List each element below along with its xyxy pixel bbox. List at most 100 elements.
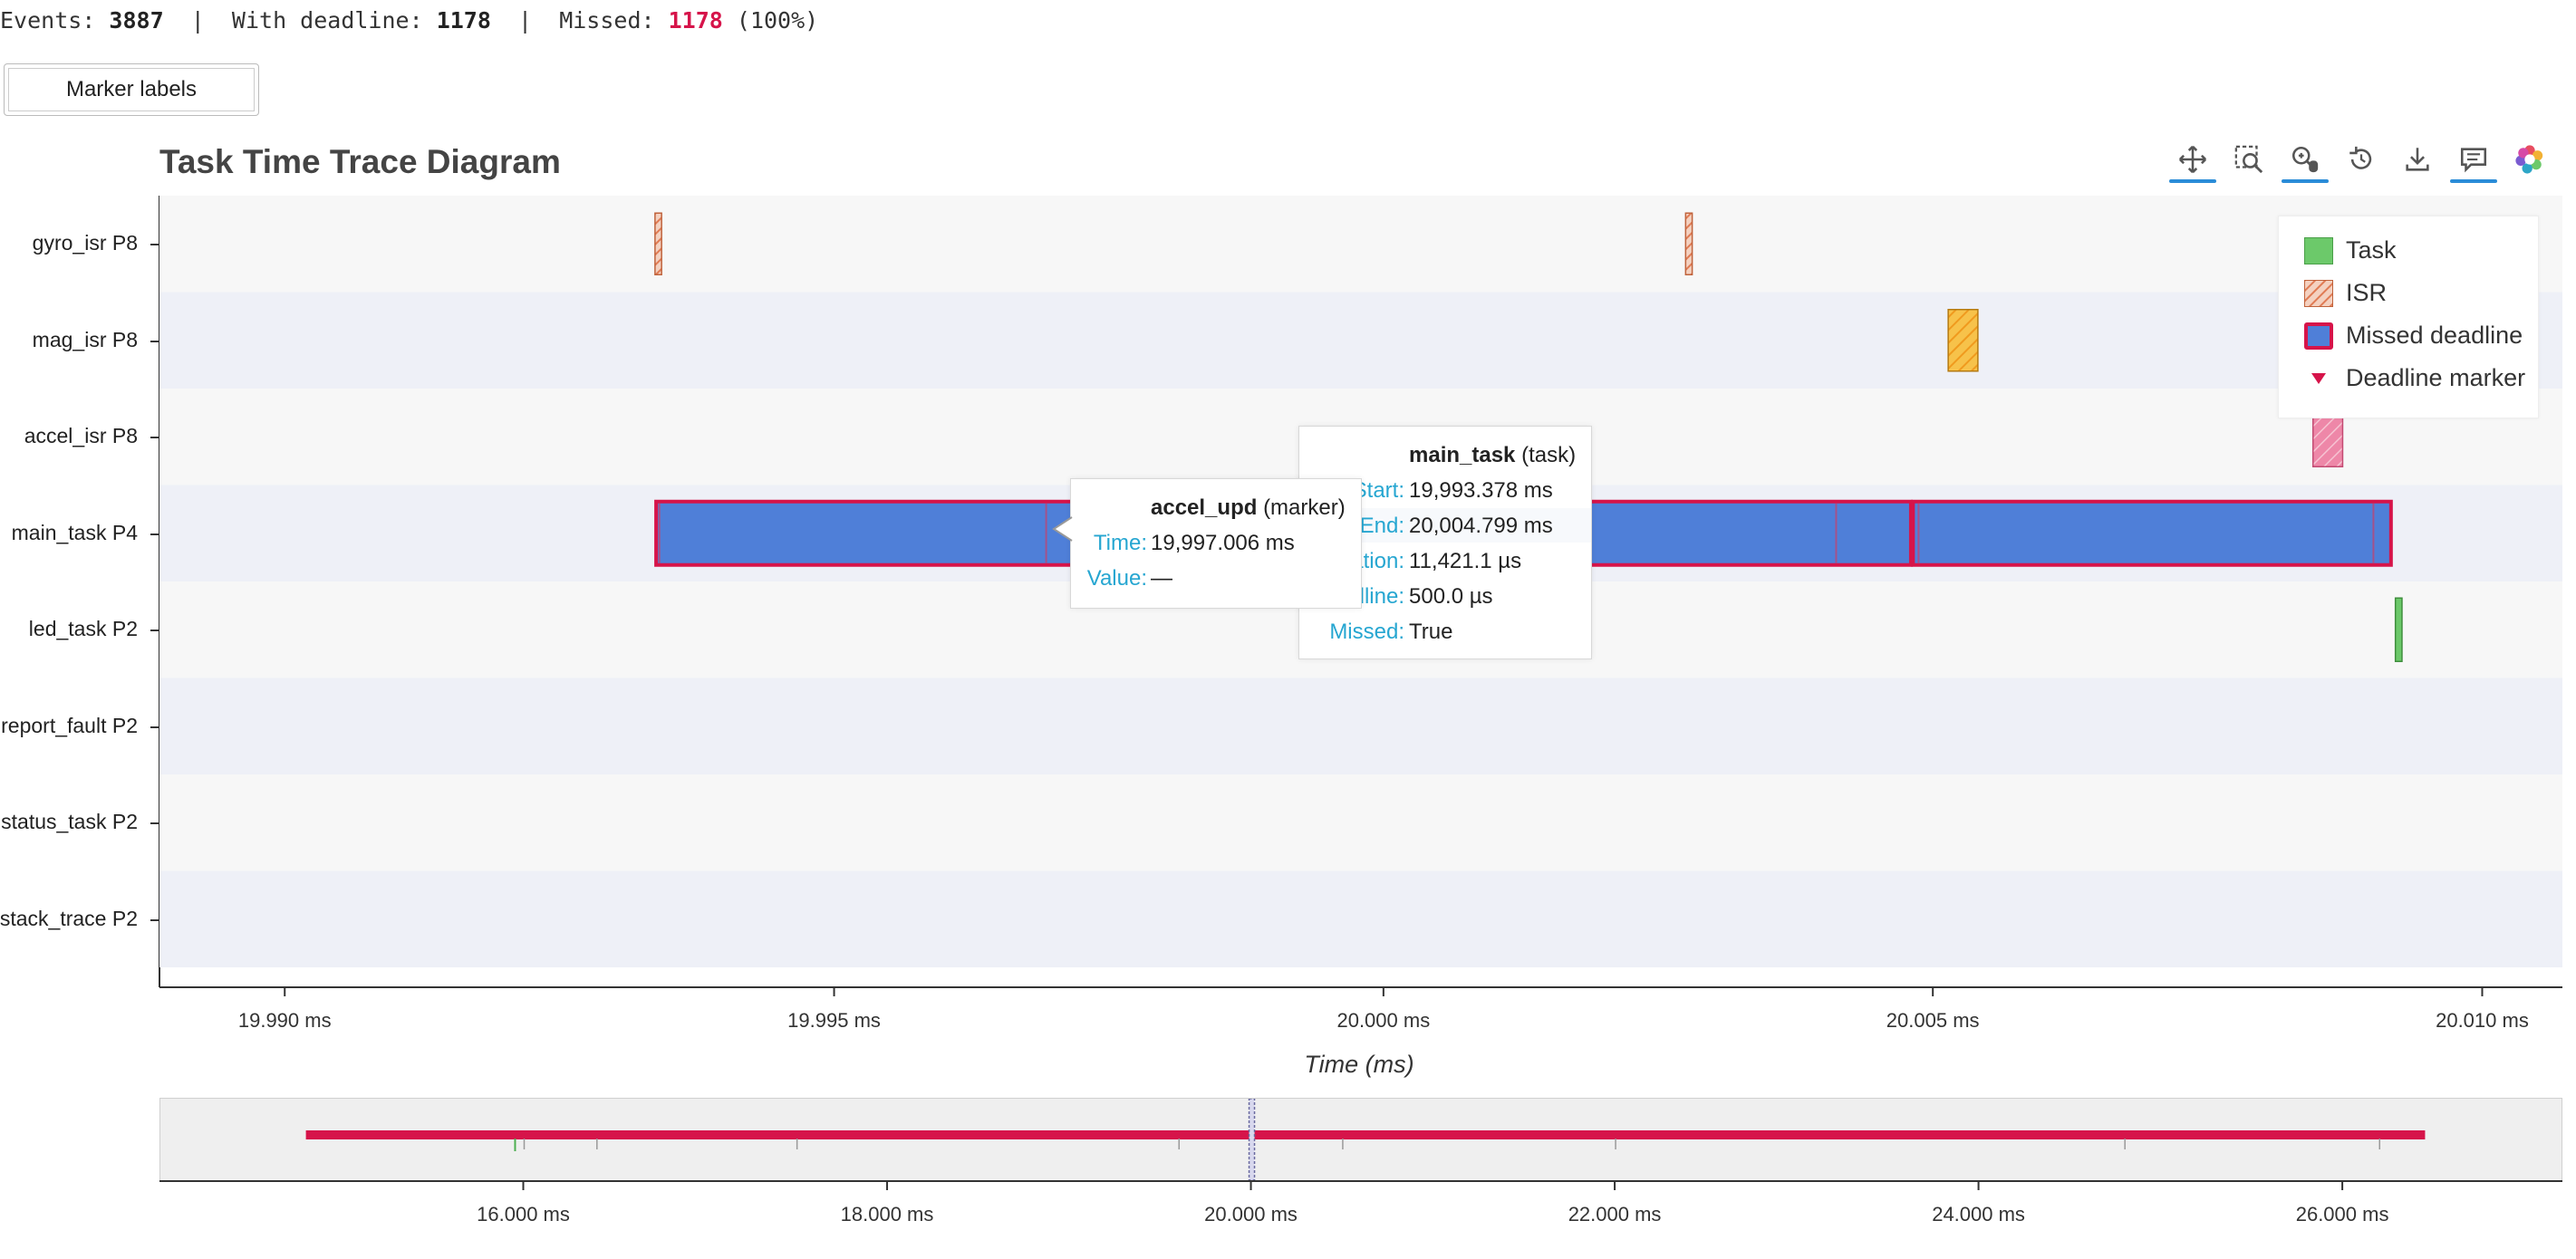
y-label-main_task: main_task P4 <box>11 520 138 544</box>
range-tick-label: 16.000 ms <box>477 1203 570 1225</box>
pan-icon <box>2178 145 2207 174</box>
bar-mag_isr[interactable] <box>1947 309 1979 372</box>
y-tick <box>150 918 159 921</box>
tooltip-kind: (marker) <box>1263 495 1346 520</box>
y-label-report_fault: report_fault P2 <box>1 713 138 737</box>
y-tick <box>150 437 159 439</box>
isr-swatch <box>2304 279 2333 307</box>
legend: Task ISR Missed deadline Deadline marker <box>2278 216 2539 418</box>
tooltip-key: Value: <box>1087 566 1147 591</box>
lane-stack_trace <box>159 870 2562 967</box>
separator: | <box>190 7 205 34</box>
legend-label: ISR <box>2346 279 2388 306</box>
missed-key: Missed: <box>1329 620 1404 644</box>
range-tick-label: 26.000 ms <box>2296 1203 2389 1225</box>
legend-label: Missed deadline <box>2346 322 2523 349</box>
y-tick <box>150 340 159 342</box>
save-icon <box>2406 148 2429 171</box>
range-selector[interactable] <box>159 1098 2562 1181</box>
bokeh-logo-icon <box>2515 145 2543 174</box>
end-key: End: <box>1359 514 1404 538</box>
lane-mag_isr <box>159 292 2562 389</box>
y-label-accel_isr: accel_isr P8 <box>24 424 138 448</box>
legend-item-deadline-marker: Deadline marker <box>2304 364 2525 392</box>
bar-led_task[interactable] <box>2394 597 2403 662</box>
events-count: 3887 <box>109 7 164 34</box>
missed-label: Missed: <box>559 7 655 34</box>
y-tick <box>150 244 159 246</box>
tooltip-value: 11,421.1 µs <box>1409 549 1521 574</box>
x-tick-label: 20.010 ms <box>2436 1009 2529 1032</box>
legend-label: Deadline marker <box>2346 364 2526 391</box>
lane-report_fault <box>159 678 2562 774</box>
missed-percent: (100%) <box>736 7 819 34</box>
bar-gyro_isr[interactable] <box>654 212 662 275</box>
tooltip-value: — <box>1151 566 1172 591</box>
hover-tool-button[interactable] <box>2446 136 2501 183</box>
x-tick-label: 20.000 ms <box>1336 1009 1431 1032</box>
y-tick <box>150 822 159 825</box>
task-swatch <box>2304 236 2333 264</box>
separator: | <box>518 7 533 34</box>
marker-labels-button[interactable]: Marker labels <box>4 63 259 116</box>
tooltip-name: accel_upd <box>1151 495 1258 520</box>
tooltip-title: main_task (task) <box>1409 443 1576 468</box>
reset-tool-button[interactable] <box>2334 136 2388 183</box>
bokeh-logo[interactable] <box>2503 136 2557 183</box>
y-tick <box>150 726 159 728</box>
save-tool-button[interactable] <box>2390 136 2445 183</box>
pan-tool-button[interactable] <box>2166 136 2220 183</box>
stats-line: Events: 3887 | With deadline: 1178 | Mis… <box>0 7 818 34</box>
y-label-mag_isr: mag_isr P8 <box>32 327 138 351</box>
tooltip-value: True <box>1409 620 1452 645</box>
y-tick <box>150 533 159 535</box>
plot-toolbar <box>2166 136 2557 187</box>
bar-main_task[interactable] <box>1911 499 2393 567</box>
end-value: 20,004.799 ms <box>1409 514 1553 538</box>
range-tick-label: 24.000 ms <box>1932 1203 2025 1225</box>
x-axis-label: Time (ms) <box>1304 1051 1414 1078</box>
x-tick-label: 19.990 ms <box>237 1009 332 1032</box>
tooltip-kind: (task) <box>1521 443 1577 467</box>
y-label-led_task: led_task P2 <box>28 617 138 641</box>
duration-value: 11,421.1 µs <box>1409 549 1522 573</box>
tooltip-key: Time: <box>1094 531 1147 556</box>
value-key: Value: <box>1086 566 1147 591</box>
tooltip-title: accel_upd (marker) <box>1151 495 1346 521</box>
legend-item-missed: Missed deadline <box>2304 322 2523 350</box>
y-label-stack_trace: stack_trace P2 <box>0 906 138 930</box>
range-window[interactable] <box>1248 1099 1256 1180</box>
hover-icon <box>2460 148 2487 173</box>
range-tick-label: 20.000 ms <box>1204 1203 1298 1225</box>
value-value: — <box>1151 566 1172 591</box>
marker-tooltip: accel_upd (marker) Time: 19,997.006 ms V… <box>1052 478 1362 609</box>
box-zoom-tool-button[interactable] <box>2222 136 2276 183</box>
deadline-marker-icon <box>2311 372 2326 384</box>
range-tick-label: 18.000 ms <box>841 1203 934 1225</box>
chart-title: Task Time Trace Diagram <box>159 143 561 180</box>
legend-item-task: Task <box>2304 236 2397 264</box>
missed-count: 1178 <box>668 7 723 34</box>
wheel-zoom-icon <box>2291 146 2319 173</box>
y-label-gyro_isr: gyro_isr P8 <box>32 231 138 255</box>
events-label: Events: <box>0 7 96 34</box>
y-tick <box>150 630 159 632</box>
time-value: 19,997.006 ms <box>1151 531 1295 555</box>
tooltip-value: 19,997.006 ms <box>1151 531 1295 556</box>
range-tick-label: 22.000 ms <box>1568 1203 1662 1225</box>
missed-value: True <box>1409 620 1453 644</box>
range-x-axis: 16.000 ms 18.000 ms 20.000 ms 22.000 ms 24.0… <box>159 1180 2562 1225</box>
x-axis <box>159 986 2562 996</box>
bar-gyro_isr[interactable] <box>1684 212 1693 275</box>
reset-icon <box>2349 146 2372 169</box>
tooltip-name: main_task <box>1409 443 1516 467</box>
lane-gyro_isr <box>159 196 2562 293</box>
legend-item-isr: ISR <box>2304 279 2387 307</box>
deadline-label: With deadline: <box>231 7 423 34</box>
x-tick-label: 20.005 ms <box>1886 1009 1980 1032</box>
wheel-zoom-tool-button[interactable] <box>2278 136 2332 183</box>
deadline-value: 500.0 µs <box>1409 584 1493 609</box>
deadline-count: 1178 <box>436 7 491 34</box>
start-value: 19,993.378 ms <box>1409 478 1553 503</box>
legend-label: Task <box>2346 236 2397 264</box>
